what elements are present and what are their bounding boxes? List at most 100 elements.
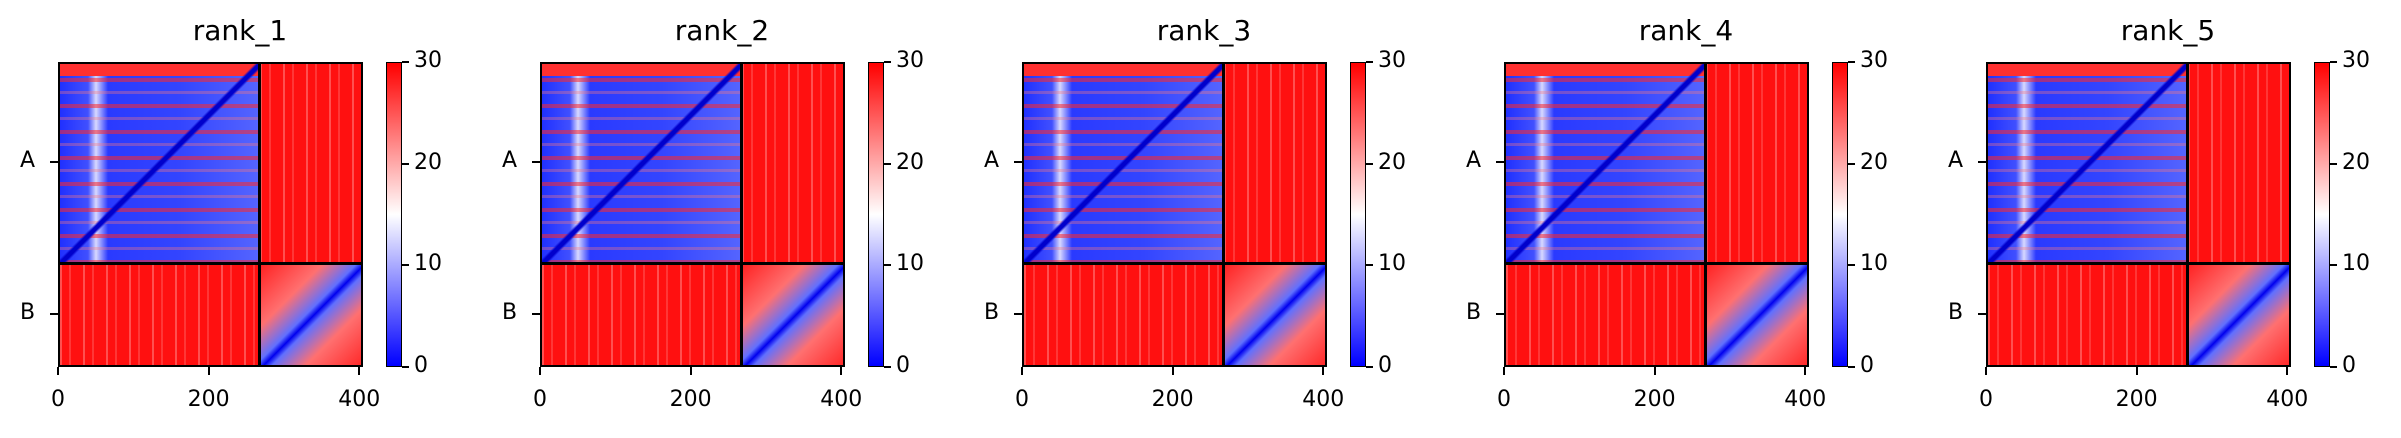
heatmap-block-b-a <box>542 263 742 365</box>
chain-boundary-horizontal <box>1024 262 1325 266</box>
chain-boundary-horizontal <box>1988 262 2289 266</box>
xtick-mark <box>1021 367 1023 375</box>
panel-title: rank_1 <box>192 14 288 47</box>
xtick-mark <box>840 367 843 375</box>
colorbar-tick-label: 0 <box>1860 353 1874 378</box>
ytick-label: A <box>1948 147 1964 173</box>
xtick-label: 400 <box>2266 387 2309 412</box>
ytick-mark <box>532 160 540 163</box>
colorbar-tick-label: 10 <box>1860 251 1888 277</box>
colorbar-tick-label: 20 <box>1378 149 1406 175</box>
xtick-mark <box>689 367 692 375</box>
ytick-mark <box>1978 160 1986 163</box>
ytick-label: A <box>502 147 518 173</box>
colorbar-tick-label: 30 <box>414 48 442 73</box>
heatmap-block-b-a <box>1024 263 1224 365</box>
pae-heatmap <box>58 62 363 367</box>
colorbar-tick-label: 20 <box>896 149 924 175</box>
heatmap-block-a-a <box>1988 64 2188 264</box>
heatmap-block-b-b <box>741 263 843 365</box>
xtick-mark <box>1804 367 1807 375</box>
xtick-label: 0 <box>533 387 547 412</box>
xtick-mark <box>207 367 210 375</box>
colorbar-tick-label: 20 <box>414 149 442 175</box>
xtick-mark <box>2286 367 2289 375</box>
colorbar-tick-mark <box>884 61 891 63</box>
colorbar-tick-mark <box>402 162 409 165</box>
colorbar-tick-mark <box>1366 162 1373 165</box>
colorbar-tick-label: 10 <box>1378 251 1406 277</box>
colorbar-tick-mark <box>1848 61 1855 63</box>
heatmap-block-b-b <box>259 263 361 365</box>
heatmap-block-b-b <box>2187 263 2289 365</box>
colorbar-tick-label: 30 <box>896 48 924 73</box>
heatmap-block-a-a <box>542 64 742 264</box>
pae-panel: rank_3 A B 0 200 400 0 10 20 30 <box>964 0 1444 438</box>
heatmap-block-a-a <box>1024 64 1224 264</box>
pae-heatmap <box>1986 62 2291 367</box>
ytick-mark <box>1014 160 1022 163</box>
chain-boundary-vertical <box>1704 64 1708 365</box>
colorbar-tick-mark <box>884 366 891 368</box>
colorbar-tick-mark <box>2330 264 2337 267</box>
colorbar <box>1832 62 1848 367</box>
ytick-mark <box>1014 313 1022 316</box>
xtick-mark <box>57 367 59 375</box>
colorbar-tick-label: 30 <box>1378 48 1406 73</box>
colorbar <box>2314 62 2330 367</box>
chain-boundary-horizontal <box>1506 262 1807 266</box>
ytick-label: B <box>1466 300 1482 326</box>
colorbar-tick-mark <box>884 264 891 267</box>
ytick-mark <box>50 313 58 316</box>
colorbar-tick-label: 30 <box>1860 48 1888 73</box>
heatmap-block-b-b <box>1705 263 1807 365</box>
ytick-label: B <box>20 300 36 326</box>
panel-title: rank_4 <box>1638 14 1734 47</box>
xtick-label: 200 <box>1633 387 1676 412</box>
xtick-mark <box>2135 367 2138 375</box>
colorbar-tick-mark <box>2330 162 2337 165</box>
xtick-label: 200 <box>187 387 230 412</box>
chain-boundary-vertical <box>258 64 262 365</box>
xtick-label: 200 <box>669 387 712 412</box>
xtick-mark <box>539 367 541 375</box>
colorbar-tick-mark <box>2330 61 2337 63</box>
chain-boundary-horizontal <box>542 262 843 266</box>
xtick-label: 400 <box>1302 387 1345 412</box>
colorbar <box>386 62 402 367</box>
heatmap-block-a-b <box>1705 64 1807 264</box>
colorbar-tick-label: 30 <box>2342 48 2370 73</box>
ytick-label: B <box>502 300 518 326</box>
heatmap-block-a-b <box>1223 64 1325 264</box>
xtick-label: 200 <box>1151 387 1194 412</box>
pae-panel: rank_5 A B 0 200 400 0 10 20 30 <box>1928 0 2401 438</box>
chain-boundary-vertical <box>2186 64 2190 365</box>
pae-panel: rank_4 A B 0 200 400 0 10 20 30 <box>1446 0 1926 438</box>
colorbar-tick-mark <box>1366 264 1373 267</box>
colorbar <box>868 62 884 367</box>
ytick-mark <box>50 160 58 163</box>
chain-boundary-vertical <box>740 64 744 365</box>
colorbar-tick-mark <box>1848 366 1855 368</box>
heatmap-block-b-b <box>1223 263 1325 365</box>
ytick-label: A <box>1466 147 1482 173</box>
pae-heatmap <box>1022 62 1327 367</box>
colorbar-tick-mark <box>884 162 891 165</box>
ytick-label: B <box>984 300 1000 326</box>
pae-heatmap <box>540 62 845 367</box>
xtick-label: 0 <box>51 387 65 412</box>
chain-boundary-vertical <box>1222 64 1226 365</box>
colorbar-tick-label: 0 <box>1378 353 1392 378</box>
colorbar-tick-label: 0 <box>896 353 910 378</box>
heatmap-block-b-a <box>60 263 260 365</box>
pae-panel: rank_2 A B 0 200 400 0 10 20 30 <box>482 0 962 438</box>
colorbar-tick-label: 10 <box>414 251 442 277</box>
heatmap-block-b-a <box>1988 263 2188 365</box>
colorbar-tick-mark <box>1848 264 1855 267</box>
ytick-label: A <box>20 147 36 173</box>
ytick-mark <box>532 313 540 316</box>
colorbar-tick-label: 10 <box>896 251 924 277</box>
colorbar-tick-mark <box>2330 366 2337 368</box>
xtick-mark <box>358 367 361 375</box>
